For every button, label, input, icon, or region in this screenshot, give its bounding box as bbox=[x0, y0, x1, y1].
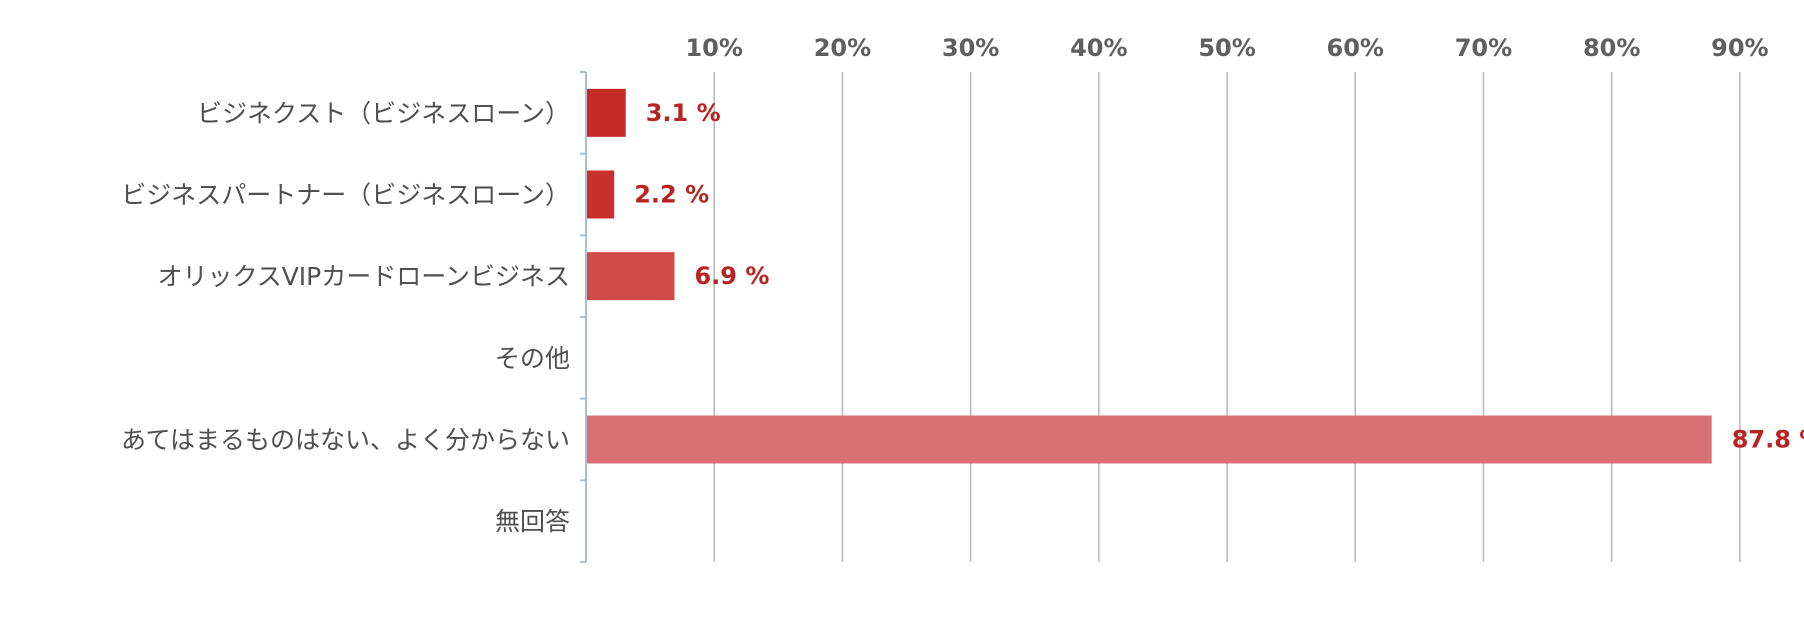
x-tick-label: 90% bbox=[1711, 34, 1768, 62]
bar bbox=[587, 415, 1712, 464]
bar bbox=[587, 88, 626, 137]
data-label: 3.1 % bbox=[646, 99, 721, 127]
x-tick-label: 50% bbox=[1198, 34, 1255, 62]
labels: 10% 20% 30% 40% 50% 60% 70% 80% 90% ビジネクスト（ビジネスロー… bbox=[121, 34, 1804, 536]
x-tick-label: 40% bbox=[1070, 34, 1127, 62]
data-label: 87.8 % bbox=[1732, 426, 1804, 454]
x-tick-label: 70% bbox=[1455, 34, 1512, 62]
category-label: あてはまるものはない、よく分からない bbox=[121, 426, 570, 455]
category-label: 無回答 bbox=[495, 507, 570, 536]
category-label: その他 bbox=[495, 344, 570, 373]
x-tick-label: 60% bbox=[1327, 34, 1384, 62]
y-axis bbox=[580, 71, 587, 563]
bar bbox=[587, 252, 675, 301]
bars bbox=[587, 88, 1712, 464]
data-label: 2.2 % bbox=[634, 181, 709, 209]
gridlines bbox=[713, 72, 1741, 562]
x-tick-label: 80% bbox=[1583, 34, 1640, 62]
data-label: 6.9 % bbox=[694, 262, 769, 290]
x-tick-label: 10% bbox=[685, 34, 742, 62]
category-label: ビジネクスト（ビジネスローン） bbox=[197, 99, 570, 128]
bar bbox=[587, 170, 615, 219]
x-tick-label: 20% bbox=[814, 34, 871, 62]
category-label: ビジネスパートナー（ビジネスローン） bbox=[121, 181, 570, 210]
category-label: オリックスVIPカードローンビジネス bbox=[157, 262, 570, 291]
x-tick-label: 30% bbox=[942, 34, 999, 62]
